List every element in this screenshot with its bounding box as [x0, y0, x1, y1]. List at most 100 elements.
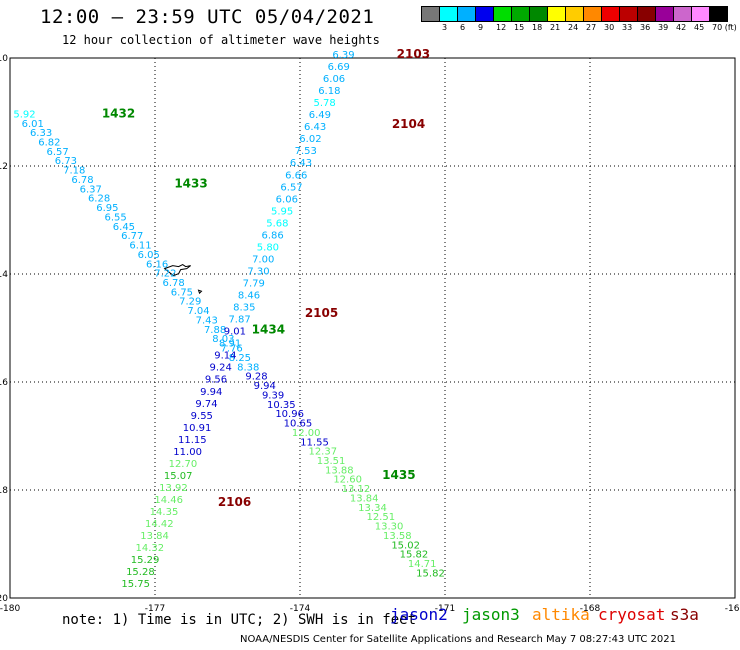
swh-value-label: 6.57 — [47, 147, 69, 158]
colorbar-label: 33 — [622, 23, 633, 32]
swh-value-label: 15.02 — [391, 540, 420, 551]
colorbar-swatch: 39 — [655, 6, 674, 32]
swh-value-label: 7.87 — [228, 315, 250, 326]
colorbar-swatch: 3 — [439, 6, 458, 32]
swh-value-label: 13.84 — [140, 531, 169, 542]
swh-value-label: 14.32 — [136, 543, 165, 554]
swh-value-label: 6.01 — [22, 119, 44, 130]
swh-value-label: 13.12 — [342, 484, 371, 495]
swh-value-label: 8.38 — [237, 362, 259, 373]
swh-value-label: 9.94 — [200, 387, 222, 398]
chart-subtitle: 12 hour collection of altimeter wave hei… — [62, 33, 380, 47]
swh-value-label: 6.66 — [285, 170, 307, 181]
y-tick-label: -16 — [0, 378, 8, 388]
colorbar-swatch: 24 — [565, 6, 584, 32]
colorbar-label: 36 — [640, 23, 651, 32]
swh-value-label: 7.18 — [63, 166, 85, 177]
colorbar-label: 3 — [442, 23, 448, 32]
islet-coastline — [197, 289, 203, 295]
swh-value-label: 11.55 — [300, 437, 329, 448]
swh-value-label: 10.35 — [267, 400, 296, 411]
swh-value-label: 6.37 — [80, 184, 102, 195]
swh-value-label: 8.03 — [212, 334, 234, 345]
colorbar-label: 70 (ft) — [712, 23, 737, 32]
swh-value-label: 7.79 — [243, 279, 265, 290]
colorbar-swatch: 33 — [619, 6, 638, 32]
swh-value-label: 7.00 — [252, 254, 274, 265]
pass-time-label: 1433 — [174, 177, 207, 191]
colorbar-swatch — [421, 6, 440, 22]
swh-value-label: 6.39 — [332, 50, 354, 61]
footnote: note: 1) Time is in UTC; 2) SWH is in fe… — [62, 612, 417, 628]
pass-time-label: 2103 — [397, 47, 430, 61]
colorbar-swatch: 6 — [457, 6, 476, 32]
colorbar-label: 15 — [514, 23, 525, 32]
swh-value-label: 6.55 — [105, 212, 127, 223]
pass-time-label: 1432 — [102, 106, 135, 120]
colorbar-swatch: 70 (ft) — [709, 6, 737, 32]
pass-time-label: 1435 — [382, 468, 415, 482]
swh-value-label: 14.46 — [154, 495, 183, 506]
colorbar-swatch: 36 — [637, 6, 656, 32]
colorbar-swatch: 21 — [547, 6, 566, 32]
colorbar-label: 42 — [676, 23, 687, 32]
colorbar-label: 30 — [604, 23, 615, 32]
swh-value-label: 6.11 — [129, 241, 151, 252]
legend-item-jason2: jason2 — [390, 605, 448, 624]
legend-item-altika: altika — [532, 605, 590, 624]
swh-value-label: 12.60 — [333, 475, 362, 486]
swh-value-label: 6.82 — [38, 138, 60, 149]
colorbar-label: 9 — [478, 23, 484, 32]
swh-value-label: 6.16 — [146, 259, 168, 270]
swh-value-label: 6.28 — [88, 194, 110, 205]
swh-value-label: 10.96 — [275, 409, 304, 420]
swh-value-label: 6.06 — [276, 194, 298, 205]
swh-value-label: 7.29 — [179, 297, 201, 308]
swh-value-label: 6.18 — [318, 86, 340, 97]
swh-value-label: 6.06 — [323, 74, 345, 85]
colorbar-swatch: 15 — [511, 6, 530, 32]
swh-value-label: 7.30 — [247, 266, 269, 277]
swh-value-label: 6.78 — [71, 175, 93, 186]
legend-item-jason3: jason3 — [462, 605, 520, 624]
swh-value-label: 9.01 — [224, 327, 246, 338]
legend-item-cryosat: cryosat — [598, 605, 666, 624]
swh-value-label: 10.91 — [183, 423, 212, 434]
y-tick-label: -12 — [0, 162, 8, 172]
swh-value-label: 11.00 — [173, 447, 202, 458]
swh-value-label: 13.88 — [325, 465, 354, 476]
swh-value-label: 10.65 — [284, 419, 313, 430]
swh-value-label: 5.92 — [13, 109, 35, 120]
swh-value-label: 9.74 — [195, 399, 217, 410]
x-tick-label: -168 — [580, 604, 601, 614]
pass-time-label: 2106 — [218, 495, 251, 509]
swh-value-label: 7.43 — [196, 315, 218, 326]
swh-value-label: 6.43 — [290, 158, 312, 169]
x-tick-label: -165 — [725, 604, 740, 614]
swh-value-label: 6.69 — [328, 62, 350, 73]
swh-value-label: 13.34 — [358, 503, 387, 514]
swh-value-label: 6.77 — [121, 231, 143, 242]
colorbar-label: 24 — [568, 23, 579, 32]
swh-value-label: 8.35 — [233, 303, 255, 314]
colorbar-swatch: 42 — [673, 6, 692, 32]
swh-value-label: 15.07 — [164, 471, 193, 482]
swh-value-label: 14.71 — [408, 559, 437, 570]
swh-value-label: 6.45 — [113, 222, 135, 233]
colorbar-label: 18 — [532, 23, 543, 32]
swh-value-label: 13.30 — [375, 522, 404, 533]
swh-value-label: 12.70 — [169, 459, 198, 470]
colorbar-swatch: 9 — [475, 6, 494, 32]
colorbar-label: 12 — [496, 23, 507, 32]
colorbar: 3 6 9 12 15 18 21 24 27 30 33 36 39 42 45 70 (ft) — [421, 6, 737, 32]
x-tick-label: -174 — [290, 604, 311, 614]
swh-value-label: 9.39 — [262, 390, 284, 401]
swh-value-label: 8.91 — [219, 339, 241, 350]
swh-value-label: 6.78 — [163, 278, 185, 289]
colorbar-swatch: 12 — [493, 6, 512, 32]
swh-value-label: 9.24 — [210, 363, 232, 374]
swh-value-label: 15.82 — [416, 568, 445, 579]
swh-value-label: 6.33 — [30, 128, 52, 139]
swh-value-label: 6.57 — [280, 182, 302, 193]
